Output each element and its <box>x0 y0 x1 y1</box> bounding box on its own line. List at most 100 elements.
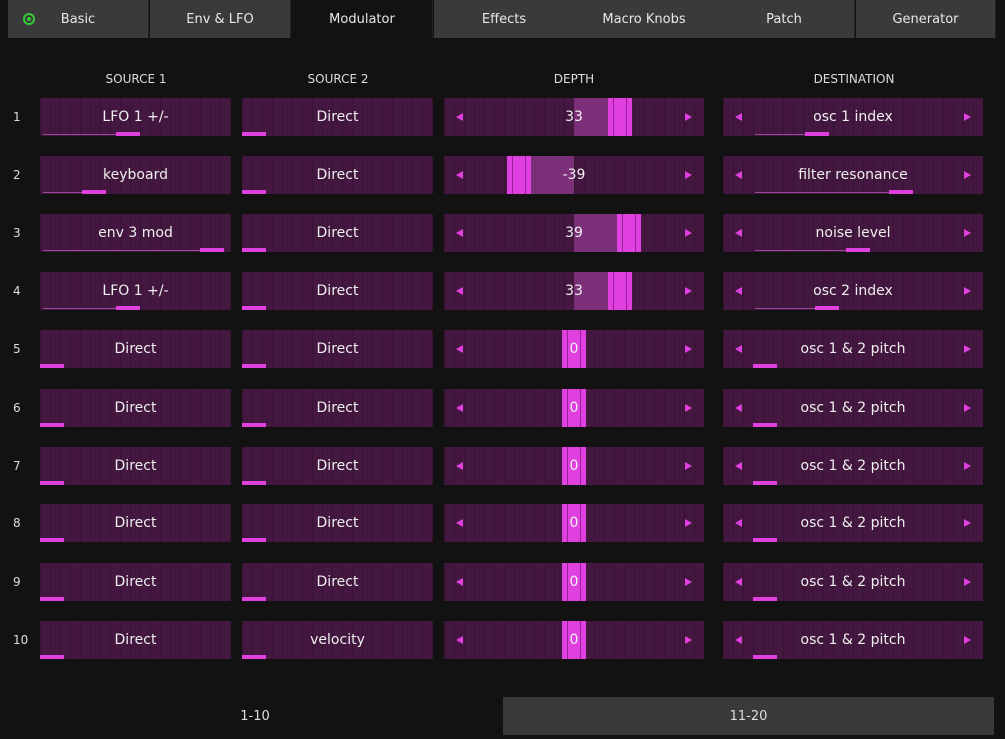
selector-position <box>82 190 106 194</box>
source2-selector[interactable]: Direct <box>242 563 433 601</box>
tab[interactable]: Patch <box>714 0 855 38</box>
depth-thumb <box>562 621 586 659</box>
selector-position <box>40 423 64 427</box>
source2-selector[interactable]: Direct <box>242 389 433 427</box>
destination-selector[interactable]: noise level <box>723 214 983 252</box>
source1-selector[interactable]: Direct <box>40 504 231 542</box>
power-indicator[interactable] <box>23 13 35 25</box>
selector-position <box>40 655 64 659</box>
decrement-arrow <box>456 519 463 527</box>
depth-value: 0 <box>569 515 579 531</box>
source1-selector[interactable]: Direct <box>40 563 231 601</box>
selector-track <box>755 250 846 251</box>
decrement-arrow <box>456 229 463 237</box>
depth-thumb <box>562 389 586 427</box>
column-header: SOURCE 1 <box>105 72 167 86</box>
selector-position <box>116 306 140 310</box>
decrement-arrow <box>456 636 463 644</box>
source2-selector[interactable]: Direct <box>242 330 433 368</box>
destination-selector[interactable]: osc 1 & 2 pitch <box>723 563 983 601</box>
source2-label: Direct <box>316 283 359 299</box>
destination-label: filter resonance <box>798 167 908 183</box>
source1-selector[interactable]: Direct <box>40 447 231 485</box>
source2-selector[interactable]: Direct <box>242 98 433 136</box>
depth-slider[interactable]: 0 <box>444 621 704 659</box>
source1-selector[interactable]: Direct <box>40 621 231 659</box>
destination-selector[interactable]: filter resonance <box>723 156 983 194</box>
depth-slider[interactable]: 0 <box>444 447 704 485</box>
source1-selector[interactable]: Direct <box>40 389 231 427</box>
depth-thumb <box>562 447 586 485</box>
depth-slider[interactable]: 33 <box>444 98 704 136</box>
depth-slider[interactable]: 39 <box>444 214 704 252</box>
row-number: 3 <box>13 226 21 240</box>
depth-thumb <box>608 272 633 310</box>
source2-label: Direct <box>316 458 359 474</box>
selector-position <box>753 655 777 659</box>
destination-selector[interactable]: osc 1 index <box>723 98 983 136</box>
destination-selector[interactable]: osc 1 & 2 pitch <box>723 621 983 659</box>
selector-position <box>200 248 224 252</box>
depth-slider[interactable]: 0 <box>444 504 704 542</box>
depth-value: 0 <box>569 632 579 648</box>
previous-arrow <box>735 229 742 237</box>
selector-position <box>815 306 839 310</box>
source2-selector[interactable]: velocity <box>242 621 433 659</box>
destination-selector[interactable]: osc 2 index <box>723 272 983 310</box>
destination-label: osc 1 & 2 pitch <box>800 458 906 474</box>
decrement-arrow <box>456 113 463 121</box>
source2-selector[interactable]: Direct <box>242 156 433 194</box>
page-button[interactable]: 11-20 <box>503 697 994 735</box>
destination-selector[interactable]: osc 1 & 2 pitch <box>723 330 983 368</box>
source1-selector[interactable]: keyboard <box>40 156 231 194</box>
depth-slider[interactable]: 0 <box>444 563 704 601</box>
increment-arrow <box>685 345 692 353</box>
source2-selector[interactable]: Direct <box>242 504 433 542</box>
depth-value: 39 <box>565 225 583 241</box>
destination-selector[interactable]: osc 1 & 2 pitch <box>723 447 983 485</box>
depth-slider[interactable]: -39 <box>444 156 704 194</box>
page-button[interactable]: 1-10 <box>8 697 502 735</box>
tab[interactable]: Env & LFO <box>150 0 291 38</box>
depth-value: -39 <box>562 167 586 183</box>
source1-selector[interactable]: Direct <box>40 330 231 368</box>
increment-arrow <box>685 113 692 121</box>
selector-position <box>242 248 266 252</box>
source1-selector[interactable]: LFO 1 +/- <box>40 98 231 136</box>
source2-selector[interactable]: Direct <box>242 447 433 485</box>
selector-position <box>753 364 777 368</box>
depth-slider[interactable]: 0 <box>444 330 704 368</box>
source1-label: Direct <box>114 574 157 590</box>
selector-position <box>889 190 913 194</box>
source1-label: LFO 1 +/- <box>102 109 169 125</box>
source2-selector[interactable]: Direct <box>242 214 433 252</box>
next-arrow <box>964 287 971 295</box>
destination-selector[interactable]: osc 1 & 2 pitch <box>723 504 983 542</box>
tab[interactable]: Modulator <box>292 0 433 38</box>
depth-slider[interactable]: 33 <box>444 272 704 310</box>
source1-label: Direct <box>114 458 157 474</box>
depth-thumb <box>562 330 586 368</box>
next-arrow <box>964 519 971 527</box>
tab[interactable]: Generator <box>856 0 996 38</box>
selector-position <box>242 306 266 310</box>
selector-track <box>43 192 82 193</box>
source2-selector[interactable]: Direct <box>242 272 433 310</box>
depth-thumb <box>562 504 586 542</box>
selector-track <box>43 250 200 251</box>
increment-arrow <box>685 287 692 295</box>
source2-label: Direct <box>316 341 359 357</box>
previous-arrow <box>735 462 742 470</box>
source1-label: LFO 1 +/- <box>102 283 169 299</box>
previous-arrow <box>735 519 742 527</box>
decrement-arrow <box>456 578 463 586</box>
destination-selector[interactable]: osc 1 & 2 pitch <box>723 389 983 427</box>
selector-position <box>242 364 266 368</box>
source1-selector[interactable]: env 3 mod <box>40 214 231 252</box>
tab[interactable]: Effects <box>434 0 575 38</box>
depth-thumb <box>608 98 633 136</box>
tab[interactable]: Macro Knobs <box>574 0 715 38</box>
source1-selector[interactable]: LFO 1 +/- <box>40 272 231 310</box>
depth-slider[interactable]: 0 <box>444 389 704 427</box>
source1-label: env 3 mod <box>98 225 173 241</box>
